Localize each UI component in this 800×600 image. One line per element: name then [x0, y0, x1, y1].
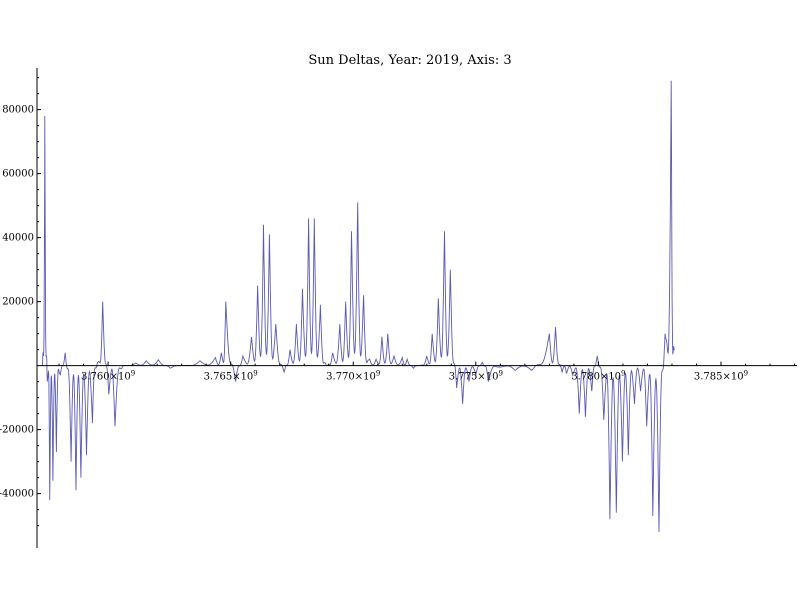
x-tick-label: 3.765×109	[204, 370, 258, 383]
x-tick-label: 3.780×109	[571, 370, 625, 383]
y-tick-label: 20000	[2, 297, 34, 308]
x-tick-label: 3.760×109	[81, 370, 135, 383]
y-tick-label: -20000	[0, 425, 34, 436]
x-ticks: 3.760×109 3.765×109 3.770×109 3.775×109 3.78…	[58, 361, 796, 383]
y-tick-label: -40000	[0, 489, 34, 500]
y-ticks: 80000 60000 40000 20000 -20000 -40000	[0, 77, 41, 527]
y-tick-label: 60000	[2, 169, 34, 180]
series-line	[41, 80, 675, 533]
y-tick-label: 80000	[2, 105, 34, 116]
x-tick-label: 3.785×109	[694, 370, 748, 383]
x-tick-label: 3.770×109	[326, 370, 380, 383]
chart-title: Sun Deltas, Year: 2019, Axis: 3	[308, 53, 511, 68]
x-tick-label: 3.775×109	[449, 370, 503, 383]
plot-area	[41, 80, 675, 533]
y-tick-label: 40000	[2, 233, 34, 244]
